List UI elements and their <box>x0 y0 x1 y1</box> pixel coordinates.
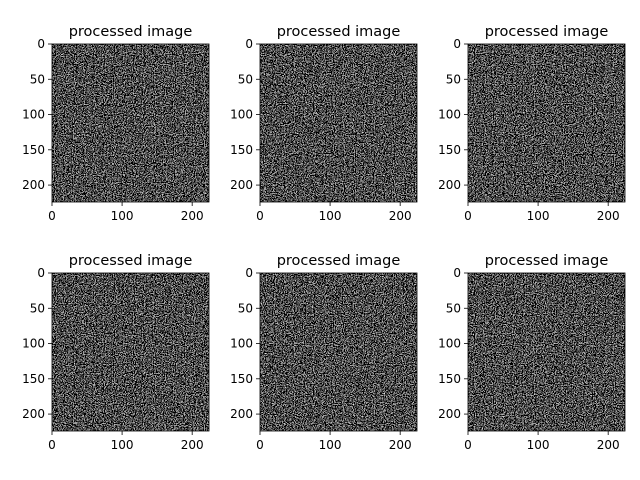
x-tick-label: 0 <box>256 209 264 223</box>
axes-frame <box>51 43 210 203</box>
y-tick-label: 200 <box>22 178 45 192</box>
y-tick-label: 200 <box>230 178 253 192</box>
x-tick-label: 0 <box>256 438 264 452</box>
y-tick-label: 200 <box>438 178 461 192</box>
subplot-title: processed image <box>485 253 609 269</box>
x-tick-label: 200 <box>597 438 620 452</box>
y-tick-label: 150 <box>230 143 253 157</box>
subplot-4: processed image 0 100 200 0 50 100 150 200 <box>22 253 210 452</box>
axes-frame <box>51 272 210 432</box>
noise-image <box>52 273 209 431</box>
y-tick-label: 100 <box>230 337 253 351</box>
x-tick-label: 0 <box>48 438 56 452</box>
y-tick-label: 0 <box>245 37 253 51</box>
y-tick-label: 50 <box>238 301 253 315</box>
y-tick-label: 150 <box>438 372 461 386</box>
x-tick-label: 200 <box>597 209 620 223</box>
subplot-3: processed image 0 100 200 0 50 100 150 200 <box>438 24 626 223</box>
y-tick-label: 0 <box>245 266 253 280</box>
y-tick-label: 150 <box>22 372 45 386</box>
y-tick-label: 150 <box>22 143 45 157</box>
y-tick-label: 100 <box>22 108 45 122</box>
noise-image <box>468 44 625 202</box>
y-tick-label: 150 <box>230 372 253 386</box>
axes-frame <box>467 43 626 203</box>
x-tick-label: 100 <box>527 209 550 223</box>
y-tick-label: 50 <box>238 72 253 86</box>
axes-frame <box>259 272 418 432</box>
y-tick-label: 50 <box>446 301 461 315</box>
y-tick-label: 0 <box>37 266 45 280</box>
y-tick-label: 0 <box>37 37 45 51</box>
axes-frame <box>467 272 626 432</box>
x-tick-label: 0 <box>464 209 472 223</box>
y-tick-label: 100 <box>230 108 253 122</box>
x-tick-label: 200 <box>389 209 412 223</box>
y-tick-label: 200 <box>230 407 253 421</box>
y-tick-label: 150 <box>438 143 461 157</box>
x-tick-label: 200 <box>181 438 204 452</box>
subplot-title: processed image <box>485 24 609 40</box>
subplot-title: processed image <box>69 253 193 269</box>
x-tick-label: 200 <box>389 438 412 452</box>
x-tick-label: 100 <box>527 438 550 452</box>
subplot-2: processed image 0 100 200 0 50 100 150 200 <box>230 24 418 223</box>
y-tick-label: 50 <box>446 72 461 86</box>
noise-image <box>260 44 417 202</box>
y-tick-label: 50 <box>30 301 45 315</box>
subplot-5: processed image 0 100 200 0 50 100 150 200 <box>230 253 418 452</box>
subplot-title: processed image <box>69 24 193 40</box>
noise-image <box>52 44 209 202</box>
y-tick-label: 200 <box>438 407 461 421</box>
y-tick-label: 100 <box>22 337 45 351</box>
noise-image <box>468 273 625 431</box>
x-tick-label: 100 <box>111 209 134 223</box>
subplot-6: processed image 0 100 200 0 50 100 150 200 <box>438 253 626 452</box>
x-tick-label: 0 <box>464 438 472 452</box>
y-tick-label: 100 <box>438 108 461 122</box>
subplot-title: processed image <box>277 24 401 40</box>
x-tick-label: 100 <box>319 438 342 452</box>
y-tick-label: 100 <box>438 337 461 351</box>
subplot-title: processed image <box>277 253 401 269</box>
x-tick-label: 200 <box>181 209 204 223</box>
y-tick-label: 0 <box>453 266 461 280</box>
axes-frame <box>259 43 418 203</box>
x-tick-label: 0 <box>48 209 56 223</box>
y-tick-label: 200 <box>22 407 45 421</box>
subplot-1: processed image 0 100 200 0 50 100 150 200 <box>22 24 210 223</box>
x-tick-label: 100 <box>319 209 342 223</box>
x-tick-label: 100 <box>111 438 134 452</box>
y-tick-label: 50 <box>30 72 45 86</box>
y-tick-label: 0 <box>453 37 461 51</box>
noise-image <box>260 273 417 431</box>
